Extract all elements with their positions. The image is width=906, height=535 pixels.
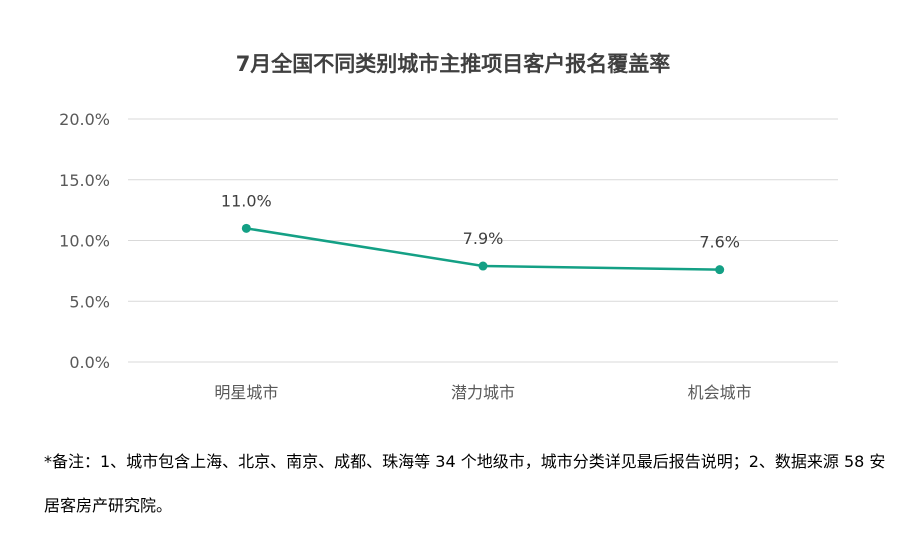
series-group (241, 223, 725, 275)
y-tick-label: 0.0% (69, 353, 110, 372)
x-tick-label: 明星城市 (214, 383, 278, 402)
y-tick-label: 20.0% (59, 110, 110, 129)
data-point (715, 265, 725, 275)
x-axis-ticks: 明星城市 潜力城市 机会城市 (214, 383, 751, 402)
data-label: 7.6% (699, 233, 740, 252)
y-tick-label: 15.0% (59, 171, 110, 190)
line-chart: 0.0% 5.0% 10.0% 15.0% 20.0% 明星城市 潜力城市 机会城市 11.… (59, 110, 838, 402)
chart-title: 7月全国不同类别城市主推项目客户报名覆盖率 (235, 52, 671, 76)
data-point (241, 223, 251, 233)
data-labels: 11.0% 7.9% 7.6% (221, 191, 740, 251)
data-label: 11.0% (221, 191, 272, 210)
gridlines (128, 118, 838, 363)
y-axis-ticks: 0.0% 5.0% 10.0% 15.0% 20.0% (59, 110, 110, 372)
footnote: *备注：1、城市包含上海、北京、南京、成都、珠海等 34 个地级市，城市分类详见… (44, 452, 886, 515)
data-label: 7.9% (463, 229, 504, 248)
x-tick-label: 机会城市 (688, 383, 752, 402)
y-tick-label: 5.0% (69, 292, 110, 311)
data-point (478, 261, 488, 271)
y-tick-label: 10.0% (59, 232, 110, 251)
x-tick-label: 潜力城市 (451, 383, 515, 402)
